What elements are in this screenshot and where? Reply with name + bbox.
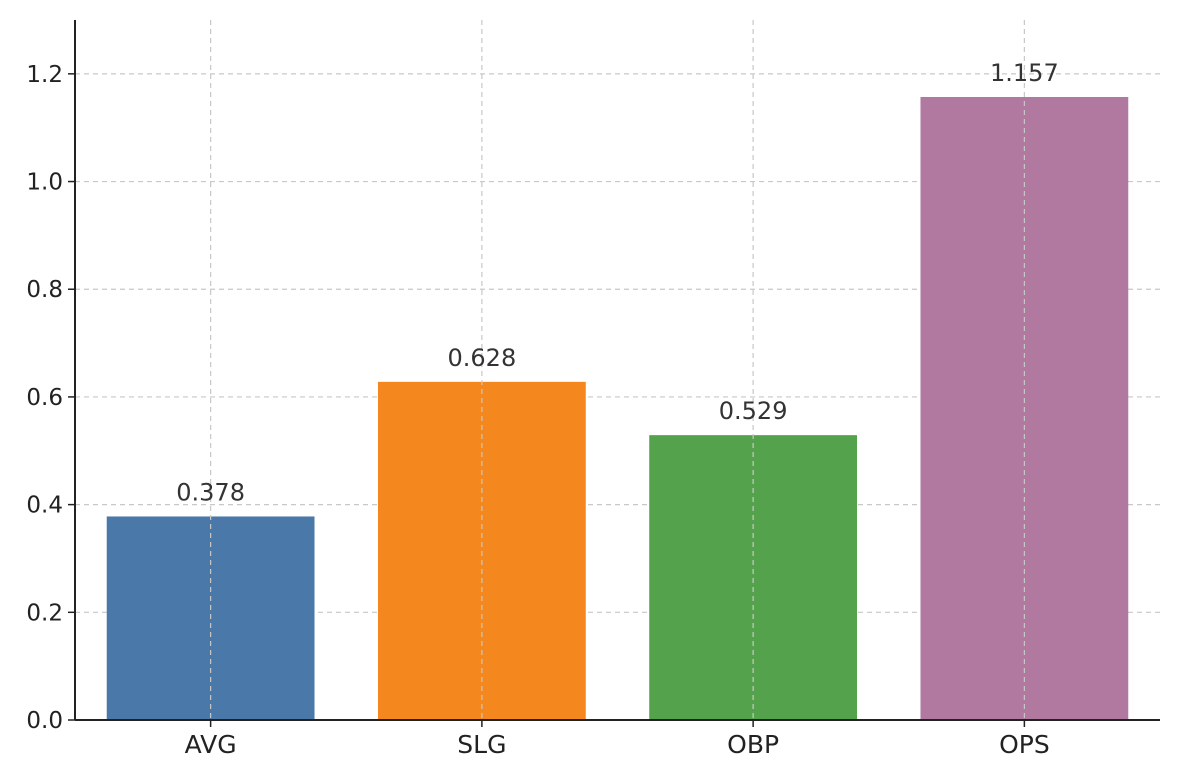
x-tick-label-obp: OBP <box>727 730 779 759</box>
y-tick-label: 1.0 <box>26 170 63 196</box>
x-tick-label-ops: OPS <box>999 730 1050 759</box>
x-axis-ticks: AVG SLG OBP OPS <box>185 720 1050 759</box>
vertical-grid-lines <box>210 20 1025 720</box>
y-tick-label: 0.2 <box>26 600 63 626</box>
y-tick-label: 0.4 <box>26 493 63 519</box>
bars <box>106 97 1129 720</box>
y-tick-label: 0.6 <box>26 385 63 411</box>
value-labels: 0.378 0.628 0.529 1.157 <box>176 59 1058 506</box>
y-tick-label: 1.2 <box>26 62 63 88</box>
value-label-obp: 0.529 <box>719 397 788 425</box>
y-tick-label: 0.0 <box>26 708 63 734</box>
y-tick-label: 0.8 <box>26 277 63 303</box>
x-tick-label-avg: AVG <box>185 730 237 759</box>
value-label-avg: 0.378 <box>176 478 245 506</box>
x-tick-label-slg: SLG <box>457 730 506 759</box>
value-label-slg: 0.628 <box>448 344 517 372</box>
value-label-ops: 1.157 <box>990 59 1059 87</box>
y-axis-ticks: 0.0 0.2 0.4 0.6 0.8 1.0 1.2 <box>26 62 75 734</box>
